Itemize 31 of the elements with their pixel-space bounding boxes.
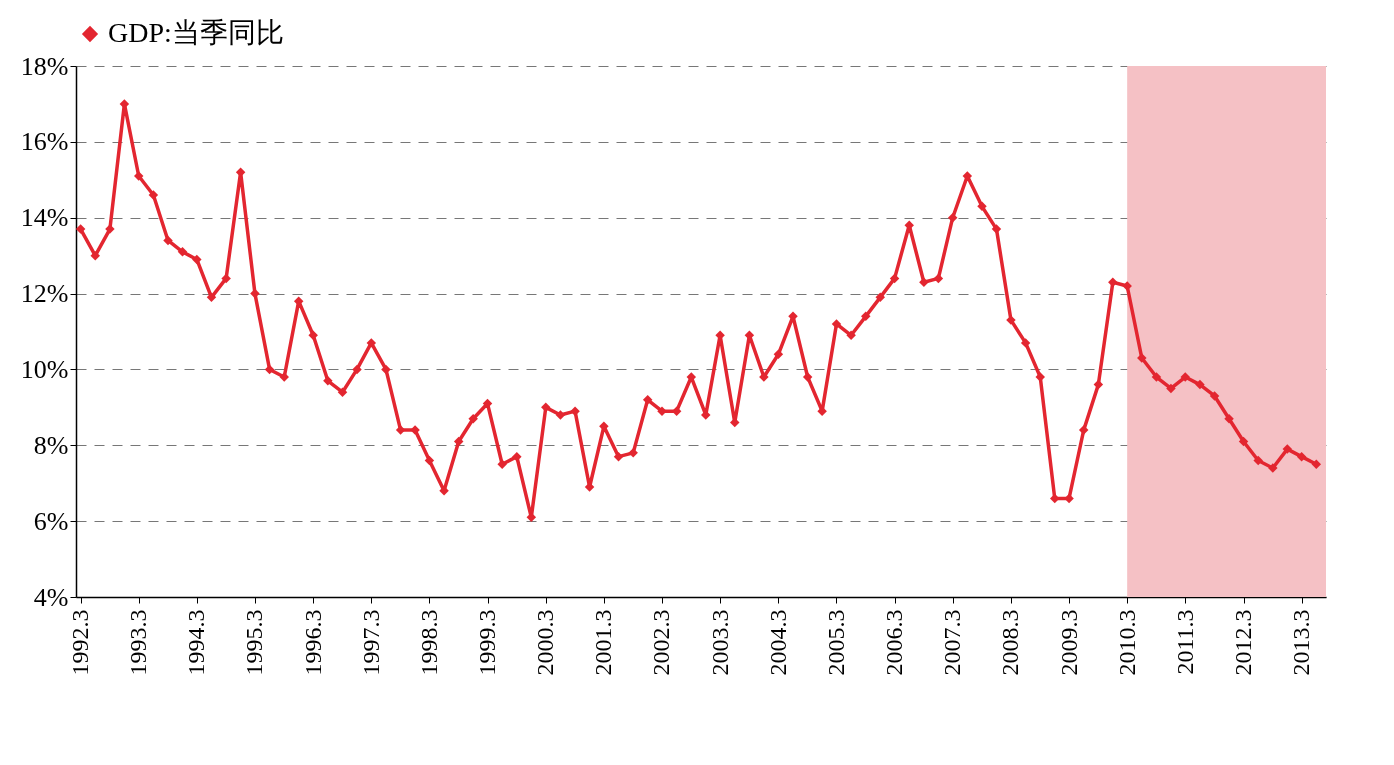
- x-tick-label: 2005.3: [822, 609, 849, 676]
- x-tick-label: 2004.3: [764, 609, 791, 676]
- x-tick-label: 2008.3: [997, 609, 1024, 676]
- x-tick-label: 2001.3: [590, 609, 617, 676]
- y-tick-label: 10%: [20, 354, 69, 384]
- x-tick-label: 1999.3: [474, 609, 501, 676]
- x-tick-label: 2000.3: [532, 609, 559, 676]
- y-tick-label: 14%: [20, 203, 69, 233]
- x-tick-label: 1997.3: [357, 609, 384, 676]
- x-tick-label: 2003.3: [706, 609, 733, 676]
- x-tick-label: 1994.3: [183, 609, 210, 676]
- y-tick-label: 16%: [20, 127, 69, 157]
- y-tick-label: 18%: [20, 51, 69, 81]
- x-tick-label: 1992.3: [67, 609, 94, 676]
- y-tick-label: 4%: [33, 582, 69, 612]
- x-tick-label: 1993.3: [125, 609, 152, 676]
- x-tick-label: 2002.3: [648, 609, 675, 676]
- x-tick-label: 1998.3: [415, 609, 442, 676]
- x-tick-label: 2007.3: [939, 609, 966, 676]
- x-tick-label: 2010.3: [1113, 609, 1140, 676]
- x-tick-label: 2009.3: [1055, 609, 1082, 676]
- x-tick-label: 1996.3: [299, 609, 326, 676]
- legend-label: GDP:当季同比: [108, 17, 284, 48]
- y-tick-label: 12%: [20, 279, 69, 309]
- x-tick-label: 1995.3: [241, 609, 268, 676]
- x-tick-label: 2006.3: [881, 609, 908, 676]
- x-tick-label: 2012.3: [1230, 609, 1257, 676]
- x-tick-label: 2013.3: [1288, 609, 1315, 676]
- y-tick-label: 8%: [33, 430, 69, 460]
- x-tick-label: 2011.3: [1171, 609, 1198, 675]
- y-tick-label: 6%: [33, 506, 69, 536]
